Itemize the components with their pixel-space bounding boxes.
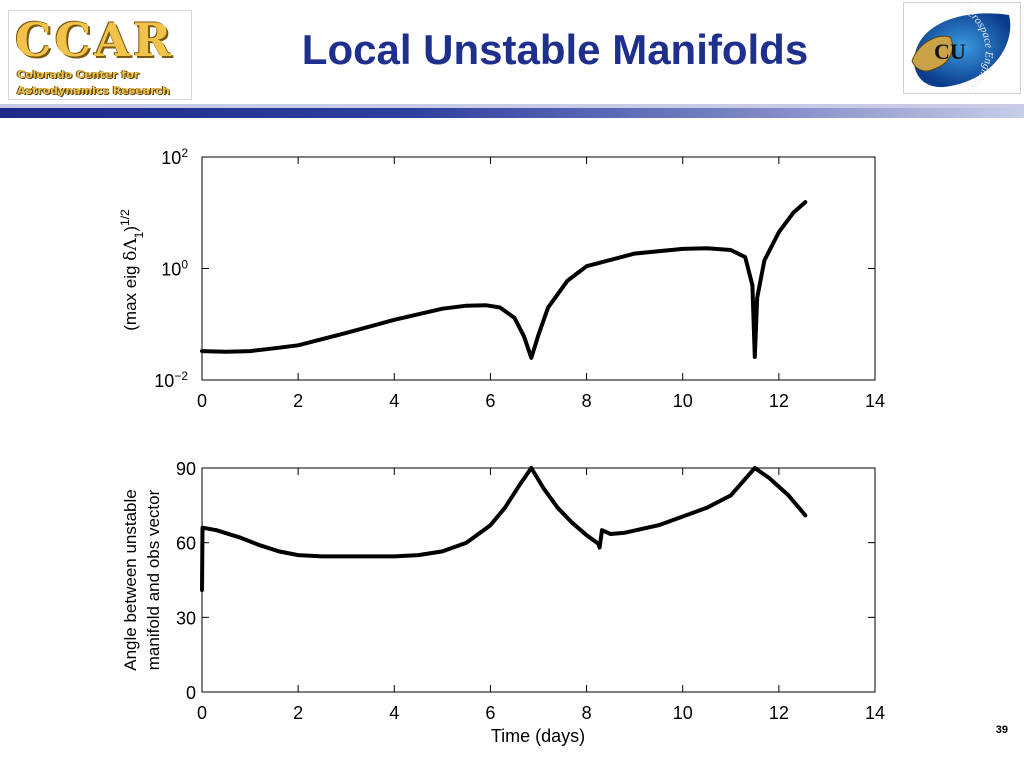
x-tick-label: 8: [582, 391, 592, 411]
top-series-line: [200, 200, 808, 360]
y-tick-label: 102: [161, 146, 188, 168]
x-tick-label: 12: [769, 391, 789, 411]
top-ylabel: (max eig δΛ1)1/2: [118, 209, 146, 331]
ccar-logo-line1: Colorado Center for: [17, 68, 140, 81]
y-tick-label: 30: [176, 608, 196, 628]
buffalo-shape: [911, 35, 954, 72]
x-tick-label: 14: [865, 703, 885, 723]
x-tick-label: 14: [865, 391, 885, 411]
ccar-logo-mark: CCAR: [15, 13, 175, 67]
bottom-series-line: [200, 466, 808, 592]
x-tick-label: 10: [673, 391, 693, 411]
ccar-logo: CCAR Colorado Center for Astrodynamics R…: [8, 10, 192, 100]
x-tick-label: 10: [673, 703, 693, 723]
bottom-plot-frame: [201, 467, 876, 693]
slide-header: CCAR Colorado Center for Astrodynamics R…: [0, 0, 1024, 118]
top-plot-ticks: 0 2 4 6 8 10 12 14 10−2 100 102: [154, 146, 885, 411]
x-tick-label: 2: [293, 391, 303, 411]
header-rule-thin: [0, 104, 1024, 108]
bottom-xlabel: Time (days): [491, 726, 585, 746]
cu-logo-graphic: CU Aerospace Engineering: [901, 0, 1011, 96]
globe-shape: [914, 13, 1011, 88]
x-tick-label: 4: [389, 703, 399, 723]
cu-aerospace-logo: CU Aerospace Engineering: [901, 0, 1021, 96]
x-tick-label: 0: [197, 703, 207, 723]
x-tick-label: 4: [389, 391, 399, 411]
page-number: 39: [995, 724, 1008, 736]
x-tick-label: 12: [769, 703, 789, 723]
bottom-plot-ticks: 0 2 4 6 8 10 12 14 0 30 60 90: [176, 459, 885, 723]
header-rule: [0, 108, 1024, 118]
bottom-plot: 0 2 4 6 8 10 12 14 0 30 60 90 Time (days) Angle bet…: [121, 459, 885, 746]
x-tick-label: 6: [485, 703, 495, 723]
top-plot-frame: [201, 156, 876, 381]
slide-title: Local Unstable Manifolds: [301, 26, 809, 73]
y-tick-label: 100: [161, 258, 188, 280]
cu-logo-mark: CU: [934, 39, 966, 64]
bottom-ylabel-line1: Angle between unstable: [121, 489, 140, 670]
ccar-logo-line2: Astrodynamics Research: [17, 84, 170, 97]
x-tick-label: 6: [485, 391, 495, 411]
y-tick-label: 90: [176, 459, 196, 479]
y-tick-label: 10−2: [154, 369, 188, 391]
y-tick-label: 60: [176, 534, 196, 554]
top-plot: 0 2 4 6 8 10 12 14 10−2 100 102 (max eig δΛ1)1/2: [118, 146, 885, 411]
x-tick-label: 2: [293, 703, 303, 723]
x-tick-label: 0: [197, 391, 207, 411]
y-tick-label: 0: [186, 683, 196, 703]
bottom-ylabel-line2: manifold and obs vector: [144, 489, 163, 670]
x-tick-label: 8: [582, 703, 592, 723]
